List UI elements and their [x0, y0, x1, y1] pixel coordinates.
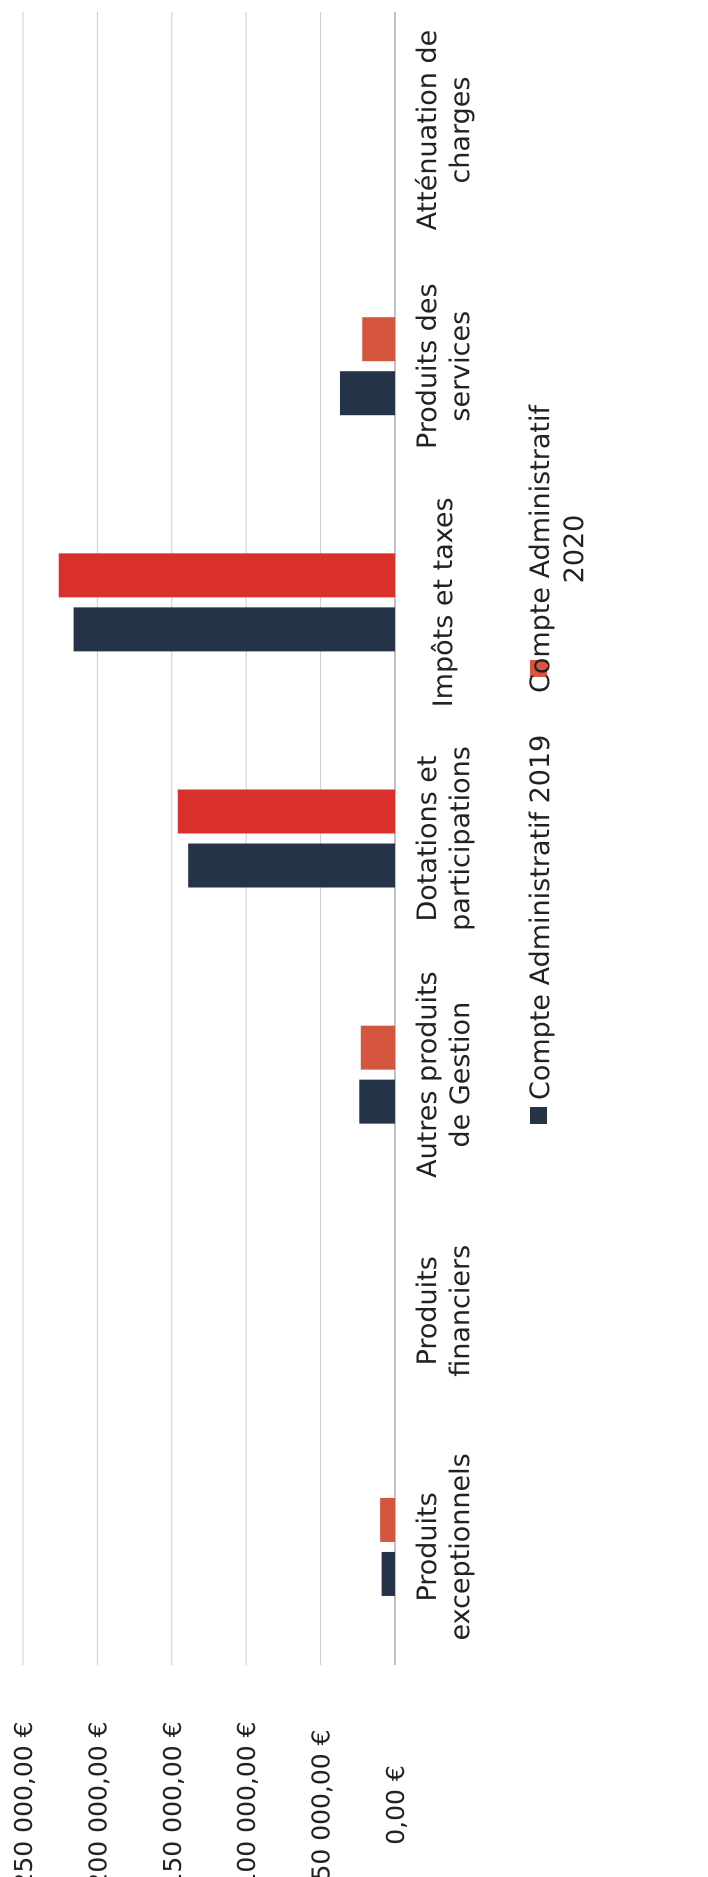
value-tick-label: 0,00 € — [381, 1765, 410, 1845]
category-label: Produitsexceptionnels — [412, 1453, 476, 1640]
value-tick-label: 150 000,00 € — [158, 1722, 187, 1877]
category-label: Produitsfinanciers — [412, 1245, 476, 1377]
category-label: Impôts et taxes — [428, 497, 459, 707]
bar-2019 — [73, 607, 395, 652]
bar-2019 — [381, 1551, 395, 1596]
legend-swatch-2019 — [530, 1107, 547, 1124]
bar-2019 — [359, 1079, 395, 1124]
bar-2019 — [339, 371, 395, 416]
bar-2020 — [362, 317, 395, 362]
value-tick-label: 100 000,00 € — [232, 1722, 261, 1877]
category-label: Atténuation decharges — [412, 30, 476, 231]
bar-2020 — [360, 1025, 395, 1070]
value-tick-label: 50 000,00 € — [307, 1729, 336, 1877]
legend-label-2019: Compte Administratif 2019 — [525, 735, 556, 1100]
bars — [58, 317, 395, 1596]
bar-2020 — [58, 553, 395, 598]
value-axis-tick-labels: 0,00 € 50 000,00 € 100 000,00 € 150 000,00 … — [9, 1722, 410, 1877]
legend-label-2020: Compte Administratif 2020 — [525, 403, 590, 693]
category-labels: Atténuation decharges Produits desservice… — [412, 30, 476, 1641]
legend: Compte Administratif 2019 Compte Administ… — [525, 403, 590, 1124]
category-label: Produits desservices — [412, 283, 476, 449]
legend-swatch-2020 — [530, 660, 547, 677]
bar-2020 — [177, 789, 395, 834]
bar-2020 — [380, 1497, 395, 1542]
gridlines — [22, 12, 396, 1665]
value-tick-label: 250 000,00 € — [9, 1722, 38, 1877]
bar-2019 — [188, 843, 395, 888]
category-label: Autres produitsde Gestion — [412, 971, 476, 1178]
value-tick-label: 200 000,00 € — [83, 1722, 112, 1877]
category-label: Dotations etparticipations — [412, 746, 476, 931]
